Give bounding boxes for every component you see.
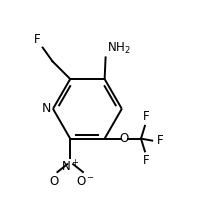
Text: F: F <box>143 110 149 123</box>
Text: F: F <box>157 134 163 147</box>
Text: N$^+$: N$^+$ <box>61 159 79 175</box>
Text: F: F <box>143 154 149 167</box>
Text: F: F <box>34 33 41 46</box>
Text: NH$_2$: NH$_2$ <box>107 41 130 56</box>
Text: O$^-$: O$^-$ <box>76 175 95 188</box>
Text: O: O <box>50 175 59 188</box>
Text: O: O <box>120 132 129 145</box>
Text: N: N <box>41 102 51 115</box>
